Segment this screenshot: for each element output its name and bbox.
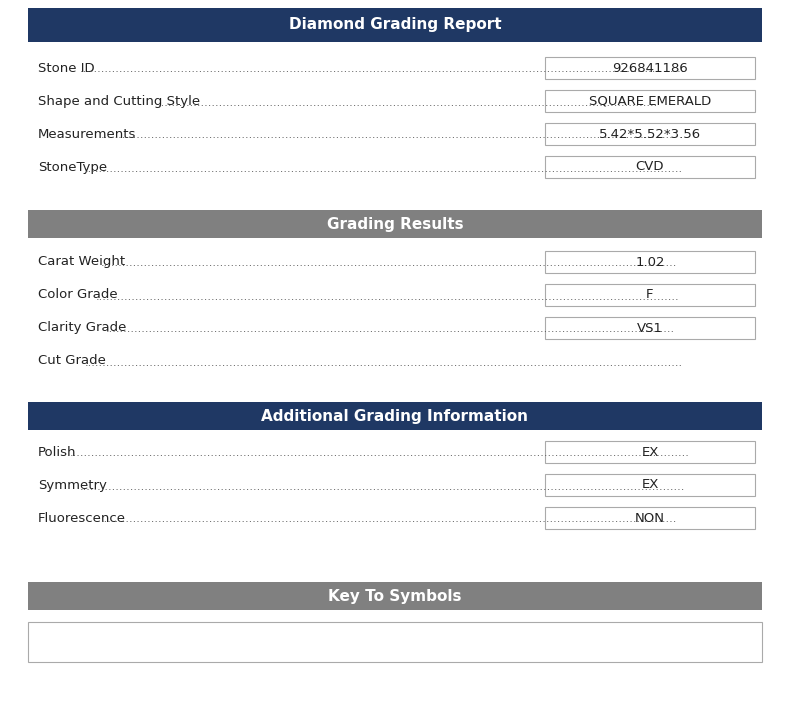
Text: ................................................................................: ........................................… xyxy=(69,448,690,458)
Text: Grading Results: Grading Results xyxy=(327,217,463,232)
FancyBboxPatch shape xyxy=(545,441,755,463)
Text: Clarity Grade: Clarity Grade xyxy=(38,322,126,335)
Text: ................................................................................: ........................................… xyxy=(85,358,683,368)
FancyBboxPatch shape xyxy=(545,474,755,496)
Text: ................................................................................: ........................................… xyxy=(80,481,686,491)
Text: Diamond Grading Report: Diamond Grading Report xyxy=(288,17,501,32)
Text: Shape and Cutting Style: Shape and Cutting Style xyxy=(38,94,200,107)
Text: Polish: Polish xyxy=(38,445,76,458)
FancyBboxPatch shape xyxy=(545,317,755,339)
Text: StoneType: StoneType xyxy=(38,160,107,174)
Text: CVD: CVD xyxy=(636,160,664,174)
FancyBboxPatch shape xyxy=(545,90,755,112)
Text: Color Grade: Color Grade xyxy=(38,288,117,302)
FancyBboxPatch shape xyxy=(545,251,755,273)
Text: F: F xyxy=(646,288,654,302)
FancyBboxPatch shape xyxy=(28,622,762,662)
Text: Symmetry: Symmetry xyxy=(38,478,107,491)
Text: Carat Weight: Carat Weight xyxy=(38,255,125,269)
Text: Cut Grade: Cut Grade xyxy=(38,355,106,368)
Text: NON: NON xyxy=(635,511,665,525)
Text: Additional Grading Information: Additional Grading Information xyxy=(262,408,529,423)
Text: ................................................................................: ........................................… xyxy=(158,97,659,107)
Text: ................................................................................: ........................................… xyxy=(85,164,683,174)
Text: EX: EX xyxy=(641,445,659,458)
Text: ................................................................................: ........................................… xyxy=(95,292,679,302)
Text: ................................................................................: ........................................… xyxy=(80,64,686,74)
FancyBboxPatch shape xyxy=(28,402,762,430)
Text: 926841186: 926841186 xyxy=(612,61,688,74)
Text: Stone ID: Stone ID xyxy=(38,61,95,74)
Text: SQUARE EMERALD: SQUARE EMERALD xyxy=(589,94,711,107)
FancyBboxPatch shape xyxy=(28,210,762,238)
Text: Measurements: Measurements xyxy=(38,127,136,141)
Text: VS1: VS1 xyxy=(637,322,663,335)
Text: EX: EX xyxy=(641,478,659,491)
Text: ................................................................................: ........................................… xyxy=(101,131,677,141)
FancyBboxPatch shape xyxy=(545,156,755,178)
Text: 5.42*5.52*3.56: 5.42*5.52*3.56 xyxy=(599,127,701,141)
FancyBboxPatch shape xyxy=(545,123,755,145)
Text: Key To Symbols: Key To Symbols xyxy=(329,588,462,603)
Text: ................................................................................: ........................................… xyxy=(106,325,675,335)
FancyBboxPatch shape xyxy=(28,8,762,42)
FancyBboxPatch shape xyxy=(545,284,755,306)
FancyBboxPatch shape xyxy=(28,582,762,610)
Text: 1.02: 1.02 xyxy=(635,255,665,269)
Text: Fluorescence: Fluorescence xyxy=(38,511,126,525)
Text: ................................................................................: ........................................… xyxy=(101,259,677,269)
FancyBboxPatch shape xyxy=(545,507,755,529)
Text: ................................................................................: ........................................… xyxy=(101,515,677,525)
FancyBboxPatch shape xyxy=(545,57,755,79)
